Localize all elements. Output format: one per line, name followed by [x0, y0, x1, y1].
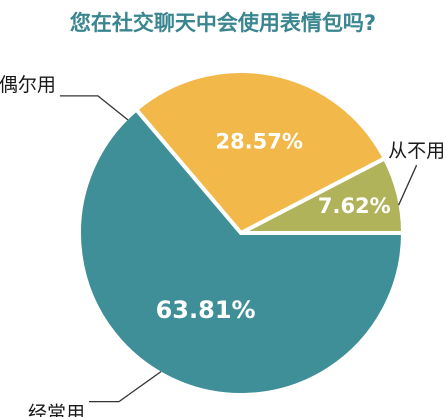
- pie-slices: [77, 69, 405, 397]
- chart-title: 您在社交聊天中会使用表情包吗?: [70, 11, 376, 35]
- leader-line: [398, 164, 418, 206]
- pie-slice: [134, 69, 387, 235]
- pie-slice: [77, 107, 405, 397]
- slice-value-labels: 63.81% 28.57% 7.62%: [156, 129, 391, 324]
- slice-value-label: 63.81%: [156, 296, 256, 324]
- slice-value-label: 7.62%: [318, 194, 391, 218]
- leader-lines: [59, 95, 418, 403]
- slice-value-label: 28.57%: [215, 129, 302, 153]
- category-label: 经常用: [28, 403, 85, 417]
- leader-line: [59, 95, 129, 121]
- leader-line: [89, 371, 162, 403]
- category-label: 偶尔用: [0, 74, 56, 96]
- category-label: 从不用: [388, 140, 445, 162]
- pie-slice: [239, 156, 405, 235]
